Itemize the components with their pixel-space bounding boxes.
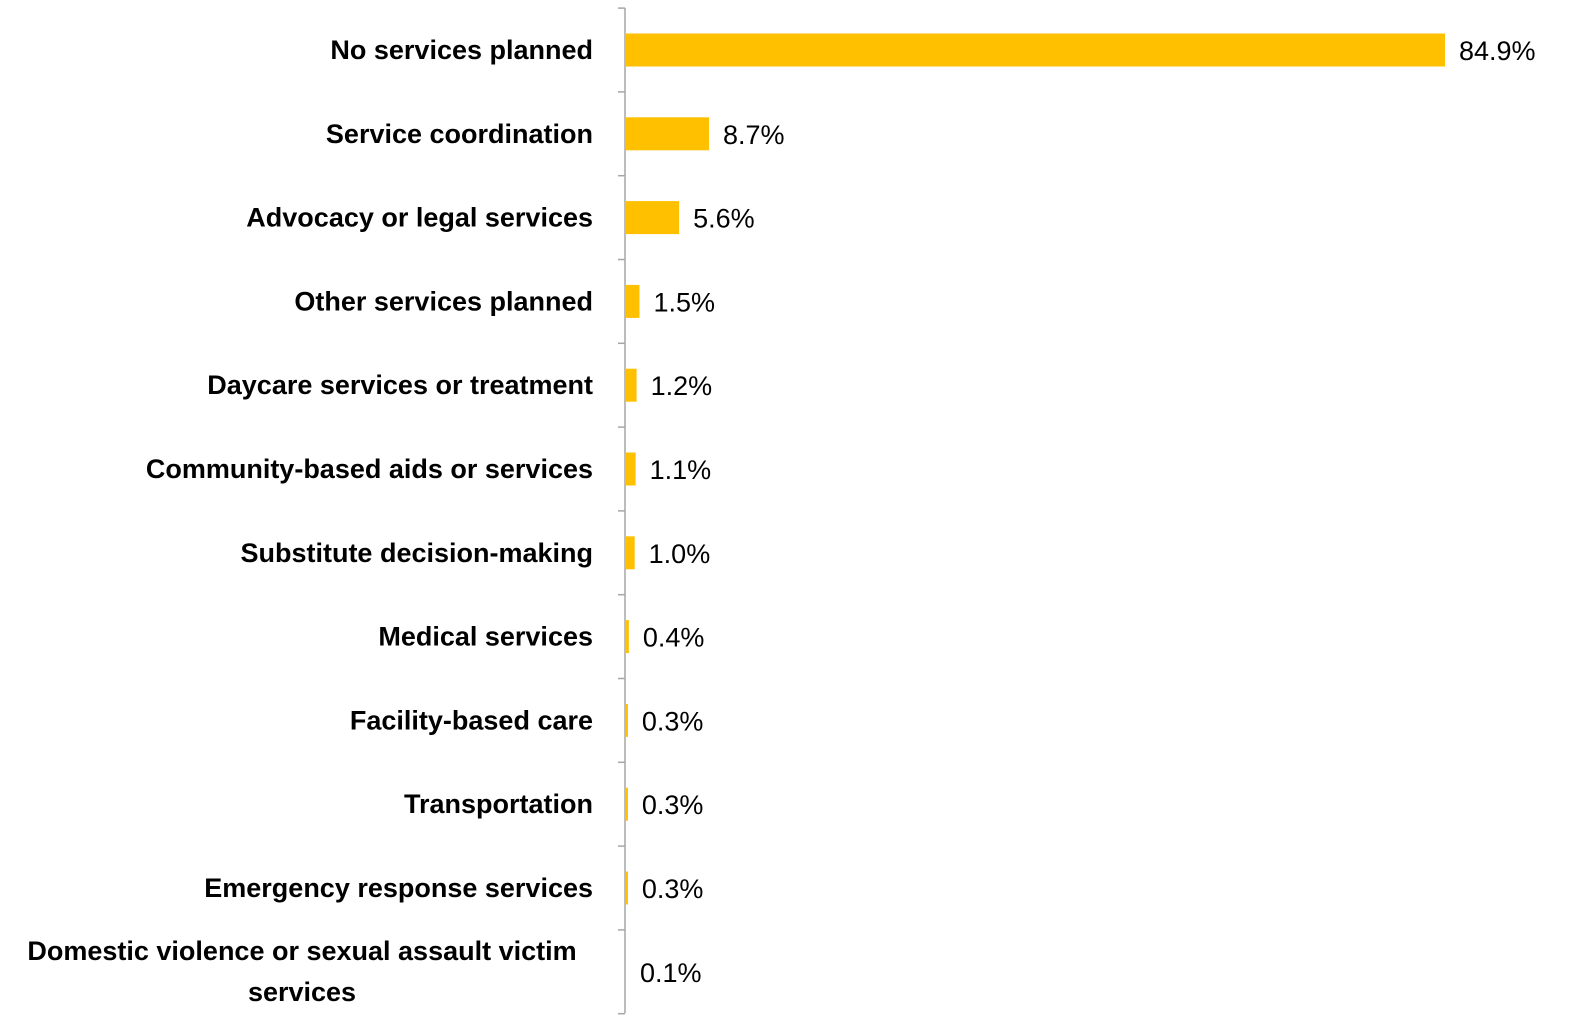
bar <box>625 620 629 654</box>
category-label: Other services planned <box>294 286 593 316</box>
data-label: 8.7% <box>723 120 785 150</box>
data-label: 0.4% <box>643 623 705 653</box>
bar <box>625 955 626 989</box>
data-label: 1.2% <box>651 371 713 401</box>
data-label: 1.1% <box>650 455 712 485</box>
bar <box>625 452 636 486</box>
data-label: 0.3% <box>642 874 704 904</box>
bar <box>625 284 640 318</box>
bar <box>625 33 1445 67</box>
bar <box>625 871 628 905</box>
category-label: Medical services <box>378 622 593 652</box>
bar <box>625 368 637 402</box>
category-label: Transportation <box>404 789 593 819</box>
category-label: Service coordination <box>326 119 593 149</box>
category-label: Community-based aids or services <box>146 454 593 484</box>
bar <box>625 703 628 737</box>
data-label: 0.1% <box>640 958 702 988</box>
data-label: 0.3% <box>642 706 704 736</box>
category-label: Advocacy or legal services <box>246 203 593 233</box>
bar <box>625 117 710 151</box>
data-label: 0.3% <box>642 790 704 820</box>
data-label: 1.0% <box>649 539 711 569</box>
data-label: 5.6% <box>693 204 755 234</box>
bar <box>625 201 680 235</box>
bar <box>625 536 635 570</box>
category-label: Daycare services or treatment <box>207 370 593 400</box>
category-label: Emergency response services <box>204 873 593 903</box>
category-label: Facility-based care <box>350 705 593 735</box>
data-label: 84.9% <box>1459 36 1536 66</box>
data-label: 1.5% <box>653 287 715 317</box>
category-label: Domestic violence or sexual assault vict… <box>27 936 576 1007</box>
category-label: No services planned <box>330 35 593 65</box>
category-label: Substitute decision-making <box>240 538 593 568</box>
bar <box>625 787 628 821</box>
